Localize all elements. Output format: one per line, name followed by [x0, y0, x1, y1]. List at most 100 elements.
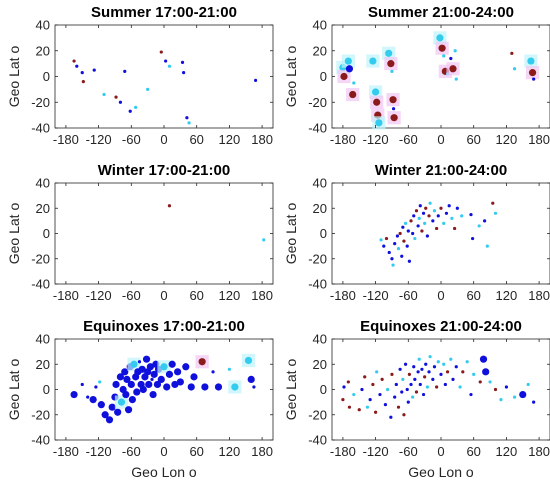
data-point — [411, 231, 415, 236]
y-tick-label: 20 — [313, 43, 327, 58]
data-point — [187, 383, 195, 391]
data-point — [526, 382, 530, 387]
data-point — [418, 382, 422, 387]
data-point — [421, 211, 426, 215]
data-point — [491, 201, 495, 205]
data-point — [436, 214, 440, 218]
data-point — [402, 239, 406, 243]
x-axis-label: Geo Lon o — [131, 464, 197, 480]
data-point — [449, 56, 453, 61]
data-point — [81, 80, 85, 84]
plot-area — [54, 182, 274, 285]
data-point — [357, 408, 361, 412]
y-tick-label: 0 — [320, 69, 327, 84]
y-tick-label: 20 — [36, 357, 50, 372]
y-axis-label: Geo Lat o — [6, 203, 22, 265]
data-point — [451, 377, 455, 381]
data-point — [412, 365, 416, 369]
data-point — [449, 357, 453, 361]
data-point — [118, 100, 122, 104]
data-point — [146, 87, 150, 91]
data-point — [460, 214, 464, 218]
data-point — [479, 355, 488, 363]
x-tick-label: 60 — [466, 132, 480, 147]
data-point — [471, 236, 475, 241]
data-point — [180, 60, 185, 64]
x-tick-label: 60 — [189, 444, 203, 459]
data-point — [123, 375, 131, 383]
data-point — [122, 390, 130, 399]
data-points — [72, 50, 258, 125]
chart-panel: Equinoxes 21:00-24:00 -180 -120 -60 0 60 120 18… — [283, 318, 550, 480]
data-point — [165, 370, 174, 378]
data-point — [527, 57, 535, 65]
data-point — [378, 392, 382, 397]
data-point — [380, 377, 384, 381]
x-tick-label: 60 — [189, 132, 203, 147]
plot-area — [331, 182, 550, 285]
x-tick-label: 60 — [466, 444, 480, 459]
data-point — [163, 383, 171, 391]
x-axis-label: Geo Lon o — [408, 464, 474, 480]
data-point — [454, 77, 458, 81]
data-point — [472, 372, 476, 376]
data-point — [427, 214, 431, 218]
data-point — [403, 221, 408, 225]
data-points — [379, 201, 498, 267]
y-tick-label: 40 — [313, 332, 327, 347]
data-point — [532, 77, 536, 81]
data-point — [112, 380, 120, 389]
x-tick-label: 180 — [528, 444, 550, 459]
data-point — [89, 396, 97, 404]
data-point — [123, 69, 127, 73]
panel-title: Summer 17:00-21:00 — [91, 4, 237, 21]
data-point — [371, 382, 375, 387]
x-tick-label: 60 — [189, 288, 203, 303]
data-point — [75, 64, 79, 68]
data-point — [406, 229, 410, 233]
data-point — [393, 395, 397, 399]
data-point — [341, 398, 345, 402]
data-point — [368, 398, 372, 402]
data-point — [425, 385, 429, 389]
data-point — [102, 92, 106, 97]
data-point — [390, 372, 394, 376]
data-point — [455, 206, 459, 210]
data-point — [391, 107, 396, 111]
data-point — [396, 247, 401, 251]
data-point — [108, 403, 116, 411]
data-point — [406, 400, 410, 404]
x-tick-label: 0 — [160, 132, 167, 147]
data-point — [483, 219, 487, 223]
data-point — [439, 372, 443, 376]
data-point — [389, 96, 397, 104]
data-point — [247, 375, 255, 383]
data-point — [153, 380, 162, 389]
x-tick-label: -120 — [363, 444, 389, 459]
panel-title: Winter 17:00-21:00 — [98, 162, 230, 179]
data-point — [342, 385, 346, 389]
data-points — [70, 353, 256, 424]
data-point — [390, 114, 398, 122]
y-tick-label: 0 — [320, 226, 327, 241]
data-point — [512, 67, 517, 71]
y-tick-label: -40 — [31, 121, 50, 136]
data-point — [416, 224, 420, 228]
data-point — [416, 370, 420, 374]
data-point — [393, 242, 397, 246]
data-point — [398, 367, 402, 371]
data-point — [387, 250, 391, 255]
data-point — [391, 263, 395, 267]
data-point — [519, 390, 527, 399]
data-point — [449, 65, 457, 73]
x-tick-label: 120 — [496, 444, 518, 459]
data-point — [401, 225, 405, 229]
data-point — [387, 60, 395, 68]
y-tick-label: -20 — [31, 95, 50, 110]
chart-panel: Winter 17:00-21:00 -180 -120 -60 0 60 120 180 40… — [6, 162, 274, 303]
x-tick-label: -60 — [122, 444, 141, 459]
data-point — [130, 360, 138, 368]
data-point — [133, 388, 141, 396]
data-point — [428, 355, 432, 359]
data-point — [167, 204, 172, 208]
